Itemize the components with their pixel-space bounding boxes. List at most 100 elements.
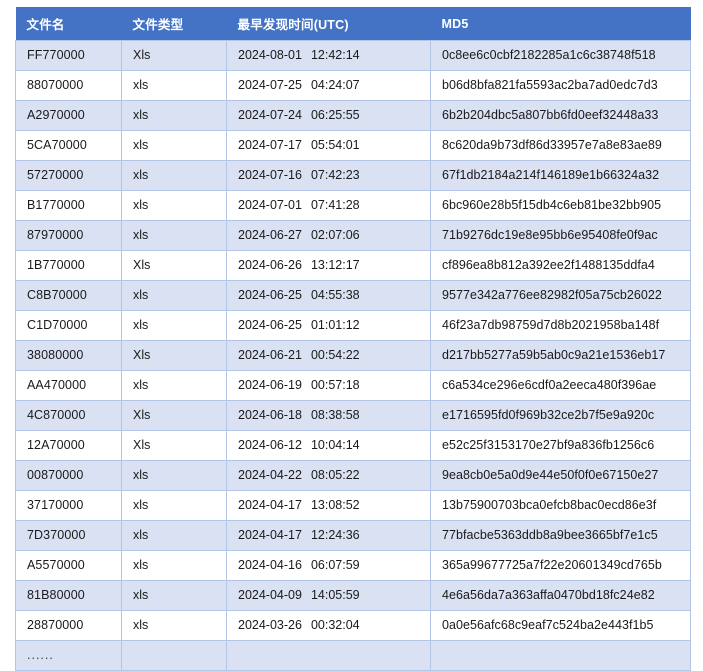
cell-earliest-time: 2024-04-09 14:05:59 [226, 580, 431, 611]
table-row[interactable]: 4C870000 Xls 2024-06-18 08:38:58 e1716595fd0… [15, 400, 691, 431]
cell-earliest-date-part: 2024-04-17 [238, 528, 302, 542]
cell-md5: 6bc960e28b5f15db4c6eb81be32bb905 [430, 190, 691, 221]
cell-filetype: xls [121, 520, 227, 551]
table-header: 文件名 文件类型 最早发现时间(UTC) MD5 [15, 7, 691, 41]
cell-md5: e1716595fd0f969b32ce2b7f5e9a920c [430, 400, 691, 431]
cell-md5: b06d8bfa821fa5593ac2ba7ad0edc7d3 [430, 70, 691, 101]
cell-earliest-date-part: 2024-03-26 [238, 618, 302, 632]
cell-earliest-clock-part: 07:41:28 [310, 198, 360, 212]
table-row[interactable]: 57270000 xls 2024-07-16 07:42:23 67f1db2184a… [15, 160, 691, 191]
cell-earliest-date-part: 2024-06-21 [238, 348, 302, 362]
cell-earliest-date-part: 2024-06-19 [238, 378, 302, 392]
cell-filetype: xls [121, 70, 227, 101]
cell-earliest-date-part: 2024-06-25 [238, 318, 302, 332]
cell-md5: 71b9276dc19e8e95bb6e95408fe0f9ac [430, 220, 691, 251]
cell-earliest-clock-part: 12:24:36 [310, 528, 360, 542]
cell-md5: 0c8ee6c0cbf2182285a1c6c38748f518 [430, 40, 691, 71]
cell-filename: 37170000 [15, 490, 122, 521]
cell-earliest-clock-part: 14:05:59 [310, 588, 360, 602]
cell-filetype: Xls [121, 340, 227, 371]
cell-earliest-clock-part: 06:07:59 [310, 558, 360, 572]
cell-earliest-date-part: 2024-07-17 [238, 138, 302, 152]
cell-earliest-clock-part: 00:57:18 [310, 378, 360, 392]
table-row[interactable]: A2970000 xls 2024-07-24 06:25:55 6b2b204dbc5… [15, 100, 691, 131]
cell-filetype: xls [121, 610, 227, 641]
cell-earliest-time: 2024-07-25 04:24:07 [226, 70, 431, 101]
cell-md5: 46f23a7db98759d7d8b2021958ba148f [430, 310, 691, 341]
cell-filetype: xls [121, 370, 227, 401]
cell-filename: 7D370000 [15, 520, 122, 551]
column-header-filename[interactable]: 文件名 [15, 7, 122, 41]
cell-earliest-date-part: 2024-06-25 [238, 288, 302, 302]
file-hash-table-container: 文件名 文件类型 最早发现时间(UTC) MD5 FF770000 Xls 2024… [15, 7, 691, 671]
cell-filename: FF770000 [15, 40, 122, 71]
table-row[interactable]: 87970000 xls 2024-06-27 02:07:06 71b9276dc19… [15, 220, 691, 251]
cell-earliest-clock-part: 00:54:22 [310, 348, 360, 362]
cell-filetype: xls [121, 310, 227, 341]
cell-earliest-time: 2024-04-17 12:24:36 [226, 520, 431, 551]
cell-earliest-date-part: 2024-07-01 [238, 198, 302, 212]
table-row[interactable]: 7D370000 xls 2024-04-17 12:24:36 77bfacbe536… [15, 520, 691, 551]
column-header-earliest-time[interactable]: 最早发现时间(UTC) [226, 7, 431, 41]
cell-earliest-clock-part: 04:55:38 [310, 288, 360, 302]
cell-earliest-clock-part: 02:07:06 [310, 228, 360, 242]
table-row[interactable]: A5570000 xls 2024-04-16 06:07:59 365a9967772… [15, 550, 691, 581]
table-row[interactable]: 88070000 xls 2024-07-25 04:24:07 b06d8bfa821… [15, 70, 691, 101]
cell-earliest-date-part: 2024-06-26 [238, 258, 302, 272]
table-row[interactable]: B1770000 xls 2024-07-01 07:41:28 6bc960e28b5… [15, 190, 691, 221]
column-header-md5[interactable]: MD5 [430, 7, 691, 41]
cell-earliest-time: 2024-08-01 12:42:14 [226, 40, 431, 71]
cell-filename: 87970000 [15, 220, 122, 251]
table-row[interactable]: C8B70000 xls 2024-06-25 04:55:38 9577e342a77… [15, 280, 691, 311]
table-row[interactable]: FF770000 Xls 2024-08-01 12:42:14 0c8ee6c0cbf… [15, 40, 691, 71]
cell-filetype: Xls [121, 400, 227, 431]
table-row[interactable]: C1D70000 xls 2024-06-25 01:01:12 46f23a7db98… [15, 310, 691, 341]
cell-earliest-clock-part: 13:08:52 [310, 498, 360, 512]
table-row[interactable]: ...... [15, 640, 691, 671]
table-row[interactable]: 12A70000 Xls 2024-06-12 10:04:14 e52c25f3153… [15, 430, 691, 461]
cell-earliest-clock-part: 01:01:12 [310, 318, 360, 332]
cell-earliest-time: 2024-06-25 04:55:38 [226, 280, 431, 311]
table-row[interactable]: 37170000 xls 2024-04-17 13:08:52 13b75900703… [15, 490, 691, 521]
cell-md5: e52c25f3153170e27bf9a836fb1256c6 [430, 430, 691, 461]
cell-md5: 6b2b204dbc5a807bb6fd0eef32448a33 [430, 100, 691, 131]
table-row[interactable]: 28870000 xls 2024-03-26 00:32:04 0a0e56afc68… [15, 610, 691, 641]
cell-filename: 4C870000 [15, 400, 122, 431]
cell-filename: 38080000 [15, 340, 122, 371]
cell-filename: A2970000 [15, 100, 122, 131]
cell-earliest-date-part: 2024-06-12 [238, 438, 302, 452]
cell-filetype: Xls [121, 250, 227, 281]
cell-earliest-date-part: 2024-07-25 [238, 78, 302, 92]
cell-earliest-date-part: 2024-08-01 [238, 48, 302, 62]
cell-earliest-clock-part: 08:05:22 [310, 468, 360, 482]
cell-filetype: xls [121, 460, 227, 491]
cell-filetype: xls [121, 130, 227, 161]
cell-filename: B1770000 [15, 190, 122, 221]
cell-earliest-time: 2024-07-16 07:42:23 [226, 160, 431, 191]
cell-earliest-time [226, 640, 431, 671]
cell-earliest-date-part: 2024-04-22 [238, 468, 302, 482]
table-row[interactable]: 1B770000 Xls 2024-06-26 13:12:17 cf896ea8b81… [15, 250, 691, 281]
cell-earliest-date-part: 2024-04-09 [238, 588, 302, 602]
cell-earliest-time: 2024-04-22 08:05:22 [226, 460, 431, 491]
cell-filetype: xls [121, 580, 227, 611]
cell-filetype: xls [121, 190, 227, 221]
cell-filetype: xls [121, 550, 227, 581]
cell-earliest-time: 2024-07-17 05:54:01 [226, 130, 431, 161]
cell-earliest-time: 2024-06-27 02:07:06 [226, 220, 431, 251]
table-row[interactable]: AA470000 xls 2024-06-19 00:57:18 c6a534ce296… [15, 370, 691, 401]
column-header-filetype[interactable]: 文件类型 [121, 7, 227, 41]
table-row[interactable]: 81B80000 xls 2024-04-09 14:05:59 4e6a56da7a3… [15, 580, 691, 611]
cell-earliest-clock-part: 08:38:58 [310, 408, 360, 422]
cell-earliest-time: 2024-04-17 13:08:52 [226, 490, 431, 521]
cell-md5: 8c620da9b73df86d33957e7a8e83ae89 [430, 130, 691, 161]
cell-md5: cf896ea8b812a392ee2f1488135ddfa4 [430, 250, 691, 281]
cell-filename: ...... [15, 640, 122, 671]
table-row[interactable]: 5CA70000 xls 2024-07-17 05:54:01 8c620da9b73… [15, 130, 691, 161]
table-row[interactable]: 00870000 xls 2024-04-22 08:05:22 9ea8cb0e5a0… [15, 460, 691, 491]
cell-filename: 1B770000 [15, 250, 122, 281]
cell-earliest-clock-part: 06:25:55 [310, 108, 360, 122]
table-row[interactable]: 38080000 Xls 2024-06-21 00:54:22 d217bb5277a… [15, 340, 691, 371]
cell-filename: 57270000 [15, 160, 122, 191]
cell-earliest-date-part: 2024-04-16 [238, 558, 302, 572]
